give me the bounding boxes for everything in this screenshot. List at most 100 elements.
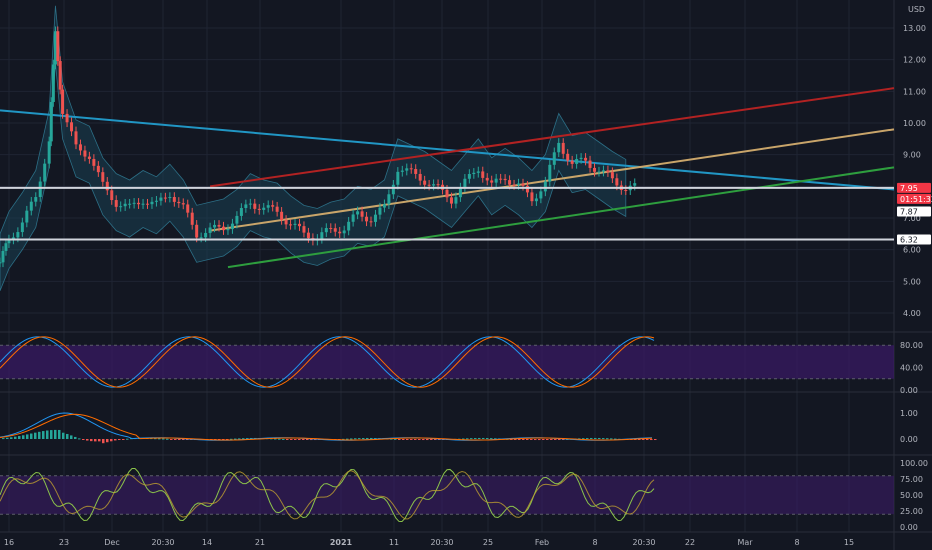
price-tick-label: 11.00 [903,87,926,96]
macd-histogram-bar [490,438,493,440]
price-axis[interactable]: 13.0012.0011.0010.009.008.007.006.005.00… [903,24,926,318]
candle-body [610,172,614,179]
candle-body [351,214,355,222]
candle-body [539,191,543,199]
candle-body [56,31,60,62]
candle-body [423,180,427,185]
price-tick-label: 10.00 [903,119,926,128]
macd-histogram-bar [474,438,477,440]
price-tick-label: 13.00 [903,24,926,33]
candle-body [186,204,190,213]
macd-histogram-bar [358,438,361,440]
macd-histogram-bar [42,431,45,439]
candle-body [570,160,574,164]
candle-body [606,170,610,173]
trendline[interactable] [0,109,895,191]
rsi-tick-label: 25.00 [900,507,923,516]
macd-histogram-bar [2,438,5,440]
macd-histogram-bar [102,439,105,444]
candle-body [579,157,583,159]
candle-body [508,180,512,185]
macd-histogram-bar [178,439,181,440]
candle-body [226,229,230,231]
candle-body [172,197,176,202]
time-tick-label: 20:30 [430,538,453,547]
macd-histogram-bar [22,435,25,439]
macd-histogram-bar [410,439,413,440]
macd-histogram-bar [350,438,353,440]
time-tick-label: 22 [685,538,695,547]
time-tick-label: 2021 [330,538,353,547]
candle-body [51,64,55,103]
price-tag-label: 7.95 [900,184,918,193]
candle-body [499,178,503,180]
macd-histogram-bar [434,439,437,440]
candle-body [427,184,431,186]
macd-tick-label: 1.00 [900,409,918,418]
candle-body [190,212,194,225]
macd-histogram-bar [286,439,289,440]
candle-body [387,194,391,205]
price-tag-box [897,193,931,204]
candle-body [177,201,181,204]
candle-body [485,177,489,181]
macd-histogram-bar [526,439,529,440]
candle-body [78,144,82,151]
macd-histogram-bar [58,429,61,439]
candle-body [92,158,96,166]
candle-body [391,184,395,195]
candle-body [257,208,261,210]
time-tick-label: Mar [737,538,753,547]
macd-histogram-bar [478,437,481,439]
rsi-line [0,468,655,522]
candle-body [593,167,597,172]
candle-body [96,165,100,173]
candle-body [20,222,24,233]
horizontal-levels[interactable] [0,186,894,241]
candle-body [53,31,57,65]
macd-histogram-bar [26,434,29,439]
macd-histogram-bar [430,439,433,440]
candle-body [467,174,471,179]
macd-histogram-bar [438,439,441,440]
candle-body [204,232,208,238]
stoch-k-line [0,336,655,388]
price-tag-label: 6.32 [900,236,918,245]
macd-histogram-bar [550,439,553,440]
price-tick-label: 9.00 [903,151,921,160]
stoch-tick-label: 0.00 [900,386,918,395]
time-tick-label: 23 [59,538,69,547]
trendlines[interactable] [0,87,895,269]
candle-body [61,89,65,114]
candle-body [217,224,221,227]
candle-body [213,224,217,228]
macd-histogram-bar [654,439,657,441]
time-axis[interactable]: 16 23 Dec 20:30 14 21 2021 11 20:30 25 Feb 8 20:30 22… [4,538,854,547]
rsi-tick-label: 75.00 [900,475,923,484]
trendline[interactable] [209,128,895,232]
candle-body [58,61,62,90]
candle-body [280,211,284,220]
macd-histogram-bar [70,435,73,439]
trendline[interactable] [209,87,895,188]
candle-body [110,190,114,201]
macd-histogram-bar [242,438,245,440]
rsi-band [0,475,894,515]
macd-histogram-bar [482,437,485,439]
candle-body [154,200,158,202]
macd-histogram-bar [310,439,313,441]
candle-body [324,228,328,233]
candle-body [199,237,203,239]
candle-body [146,203,150,205]
candle-body [74,131,78,145]
macd-histogram-bar [126,438,129,440]
candle-body [38,181,42,198]
macd-histogram-bar [50,430,53,439]
candle-body [70,122,74,132]
candle-body [235,215,239,224]
trendline[interactable] [227,166,895,269]
candle-body [271,205,275,207]
candle-body [284,219,288,225]
macd-signal-line [0,413,653,441]
